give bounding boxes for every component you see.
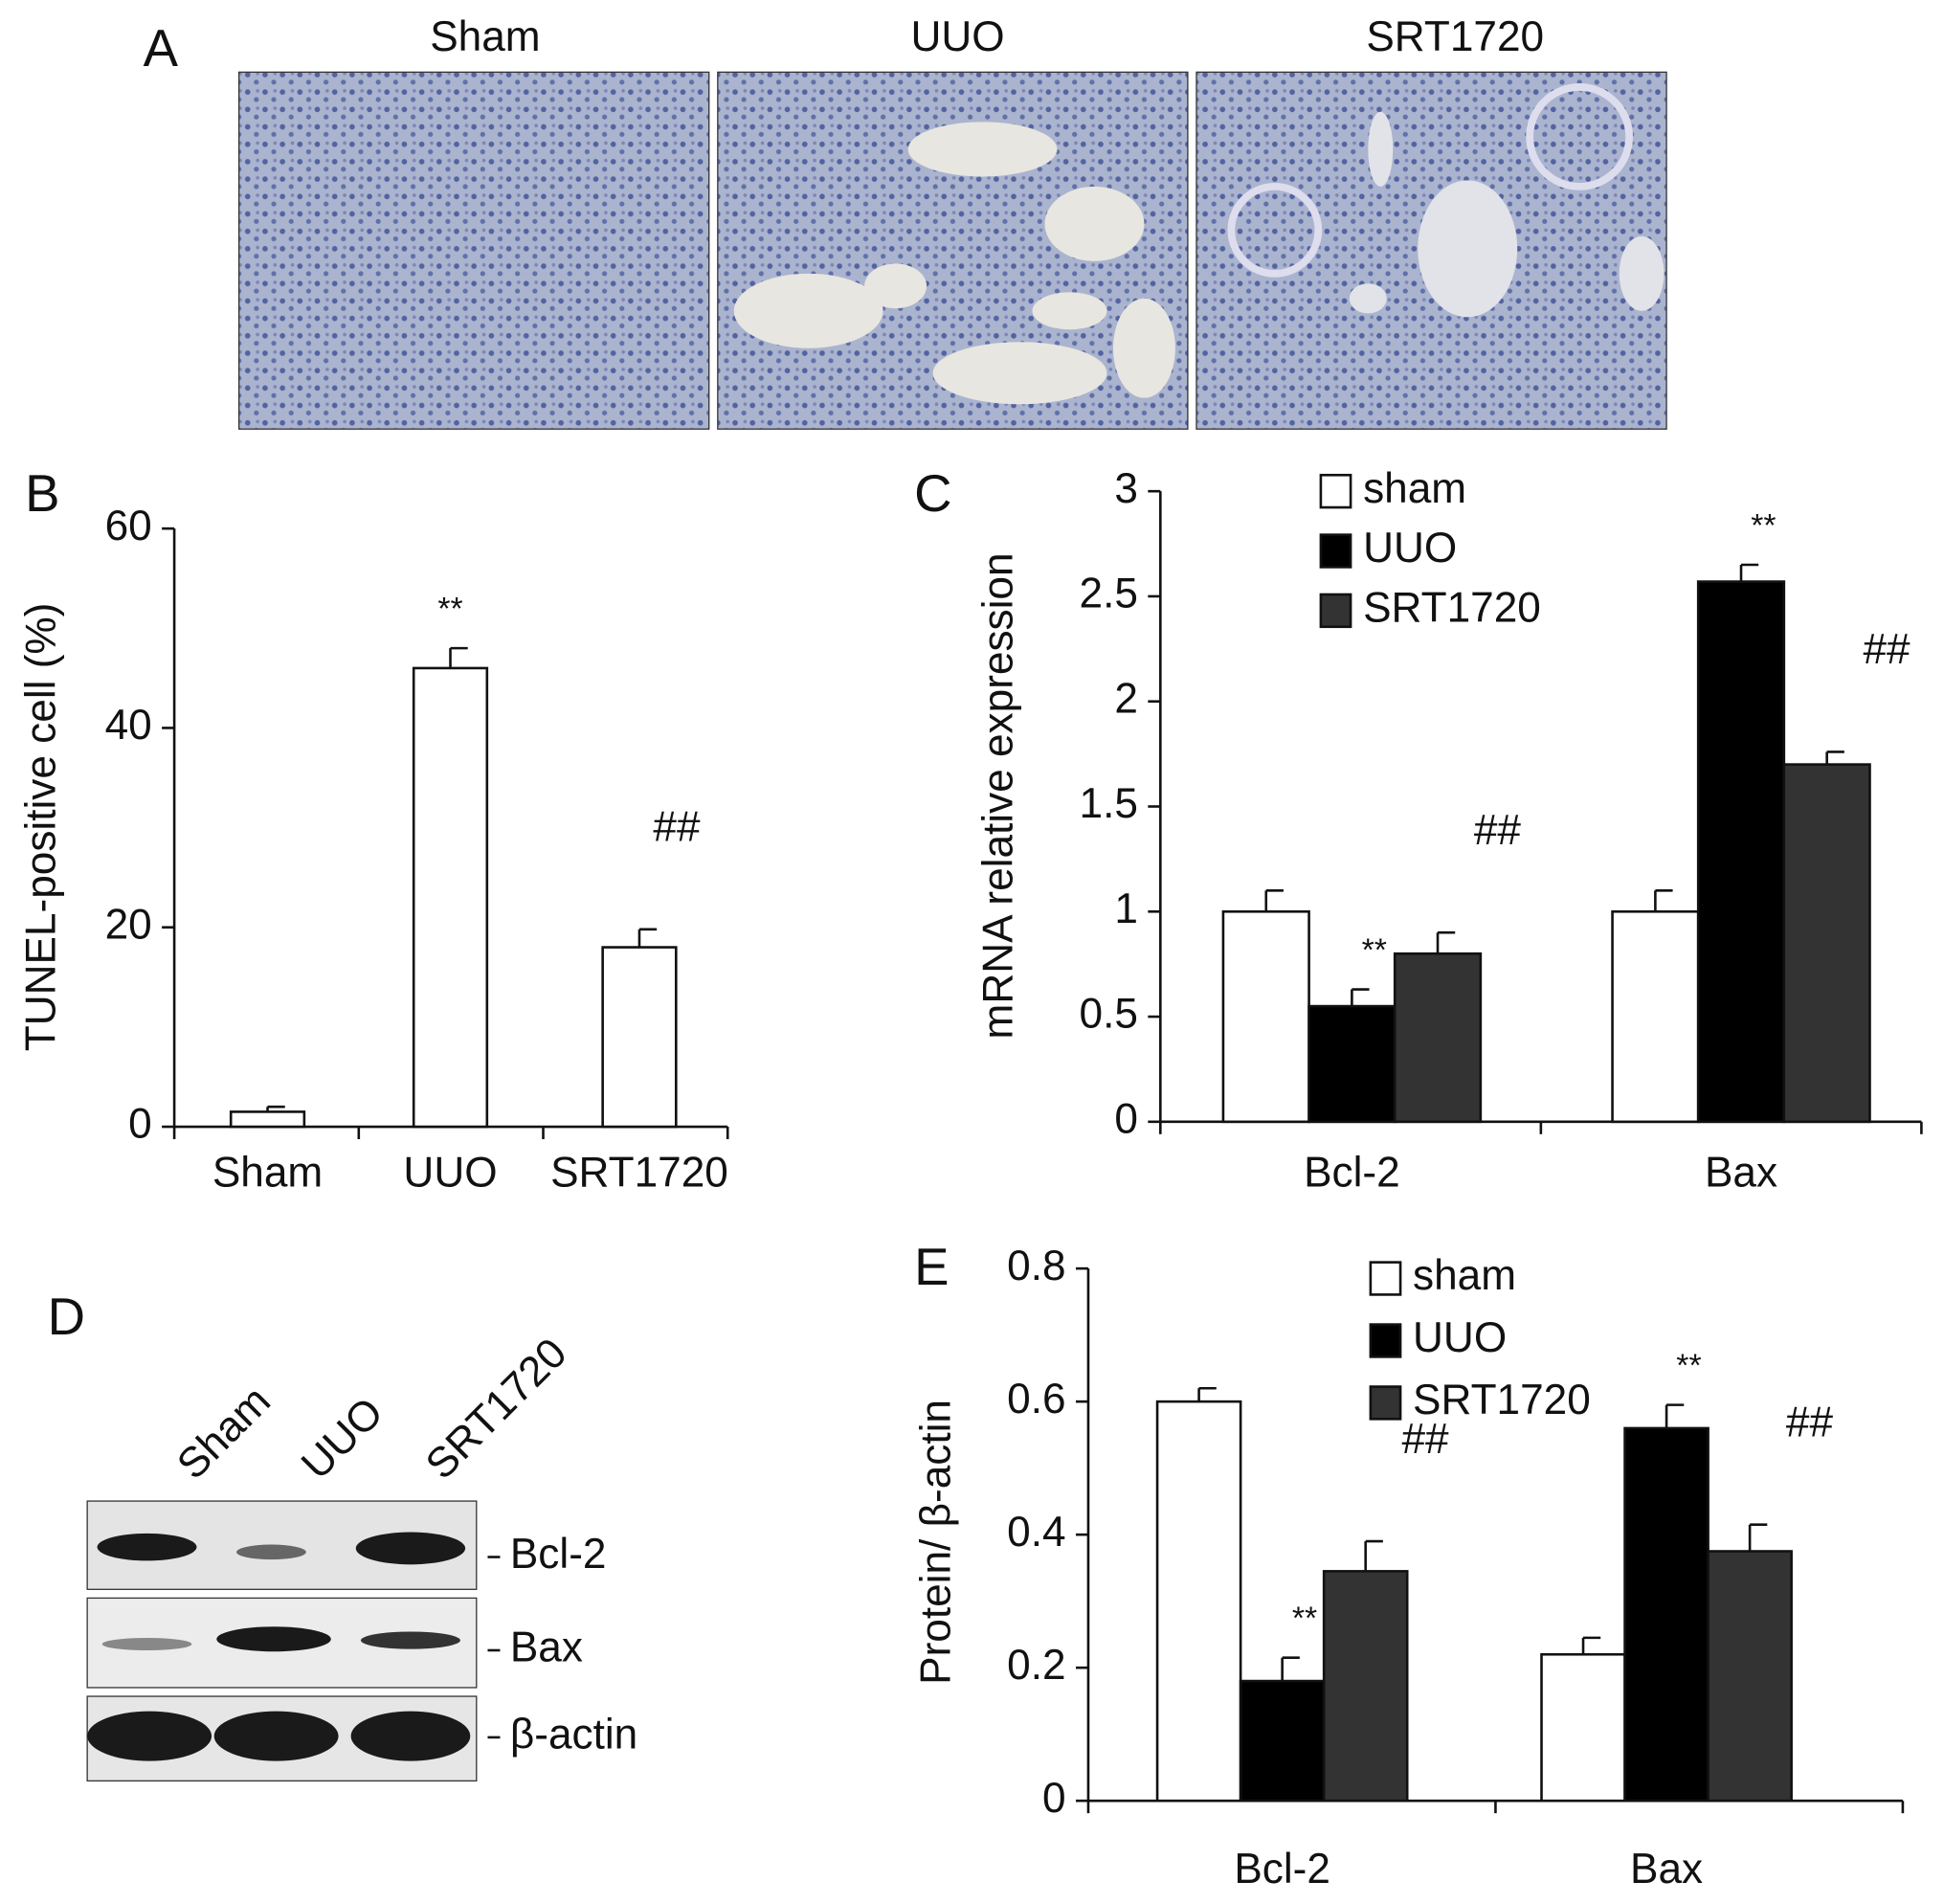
bar [1239, 1679, 1326, 1803]
x-tick-label: UUO [403, 1149, 497, 1196]
band-label: Bax [510, 1624, 583, 1671]
bar [1307, 1004, 1397, 1124]
image-label: SRT1720 [1366, 13, 1544, 60]
image-label: UUO [910, 13, 1004, 60]
significance-label: ** [1751, 507, 1776, 544]
legend-swatch [1319, 533, 1352, 569]
x-tick-label: Bcl-2 [1234, 1846, 1330, 1893]
panel-letter: A [144, 19, 179, 78]
legend-swatch [1319, 593, 1352, 629]
y-tick-label: 0.2 [1007, 1642, 1065, 1689]
legend-swatch [1369, 1323, 1402, 1358]
y-tick-label: 0.8 [1007, 1243, 1065, 1289]
legend-swatch [1369, 1385, 1402, 1421]
bar [1707, 1550, 1793, 1803]
y-axis-title: mRNA relative expression [975, 552, 1022, 1039]
lumen [733, 122, 1175, 405]
legend-label: sham [1363, 465, 1466, 512]
bar [1782, 763, 1871, 1124]
y-tick-label: 0 [1042, 1775, 1066, 1822]
legend-swatch [1369, 1261, 1402, 1296]
lane-label: Sham [168, 1378, 279, 1489]
significance-label: ## [1474, 807, 1522, 854]
legend-label: SRT1720 [1413, 1377, 1591, 1423]
bar [412, 666, 489, 1129]
panel-letter: E [914, 1238, 949, 1296]
x-tick-label: Bax [1705, 1149, 1777, 1196]
micrograph-row [238, 71, 1667, 430]
significance-label: ## [653, 804, 701, 851]
y-tick-label: 20 [105, 901, 152, 948]
band [87, 1532, 471, 1761]
y-tick-label: 40 [105, 702, 152, 749]
panel-letter: C [914, 464, 951, 523]
bar [1221, 909, 1310, 1124]
bar [1611, 909, 1700, 1124]
y-tick-label: 60 [105, 503, 152, 549]
legend-label: UUO [1363, 525, 1457, 571]
y-tick-label: 0 [128, 1101, 152, 1148]
x-tick-label: Bax [1630, 1846, 1703, 1893]
image-label: Sham [430, 13, 540, 60]
legend-label: SRT1720 [1363, 585, 1541, 632]
bar [229, 1110, 306, 1129]
y-tick-label: 1.5 [1080, 780, 1138, 827]
panel-letter: B [25, 464, 59, 523]
bar [1540, 1652, 1626, 1803]
significance-label: ** [437, 591, 462, 627]
band-tick [487, 1556, 501, 1739]
blot [86, 1500, 501, 1782]
bar [1696, 580, 1786, 1124]
x-tick-label: Bcl-2 [1304, 1149, 1400, 1196]
panel-letter: D [48, 1288, 85, 1346]
y-tick-label: 2 [1114, 675, 1138, 722]
legend-swatch [1319, 473, 1352, 509]
y-tick-label: 0.6 [1007, 1376, 1065, 1422]
significance-label: ** [1676, 1348, 1701, 1384]
legend-label: UUO [1413, 1314, 1507, 1361]
bar [601, 946, 678, 1129]
lane-label: UUO [293, 1389, 392, 1489]
y-tick-label: 0.5 [1080, 991, 1138, 1038]
y-axis-title: TUNEL-positive cell (%) [17, 603, 64, 1052]
y-tick-label: 2.5 [1080, 571, 1138, 617]
y-tick-label: 0 [1114, 1096, 1138, 1143]
band-label: β-actin [510, 1712, 637, 1758]
micrograph [238, 71, 710, 430]
x-tick-label: SRT1720 [550, 1149, 728, 1196]
bar [1155, 1400, 1242, 1803]
significance-label: ## [1786, 1399, 1834, 1445]
y-tick-label: 1 [1114, 885, 1138, 932]
significance-label: ** [1292, 1601, 1317, 1637]
lane-label: SRT1720 [417, 1330, 576, 1489]
legend-label: sham [1413, 1252, 1516, 1299]
bar [1322, 1570, 1409, 1803]
band-label: Bcl-2 [510, 1531, 607, 1578]
significance-label: ## [1863, 626, 1910, 673]
bar [1393, 952, 1483, 1124]
significance-label: ** [1362, 931, 1387, 968]
y-tick-label: 0.4 [1007, 1509, 1065, 1556]
glomerulus [1227, 83, 1633, 278]
x-tick-label: Sham [212, 1149, 323, 1196]
significance-label: ## [1401, 1416, 1449, 1463]
bar [1623, 1426, 1709, 1803]
y-tick-label: 3 [1114, 465, 1138, 512]
y-axis-title: Protein/ β-actin [913, 1400, 960, 1685]
lumen [1349, 111, 1665, 318]
